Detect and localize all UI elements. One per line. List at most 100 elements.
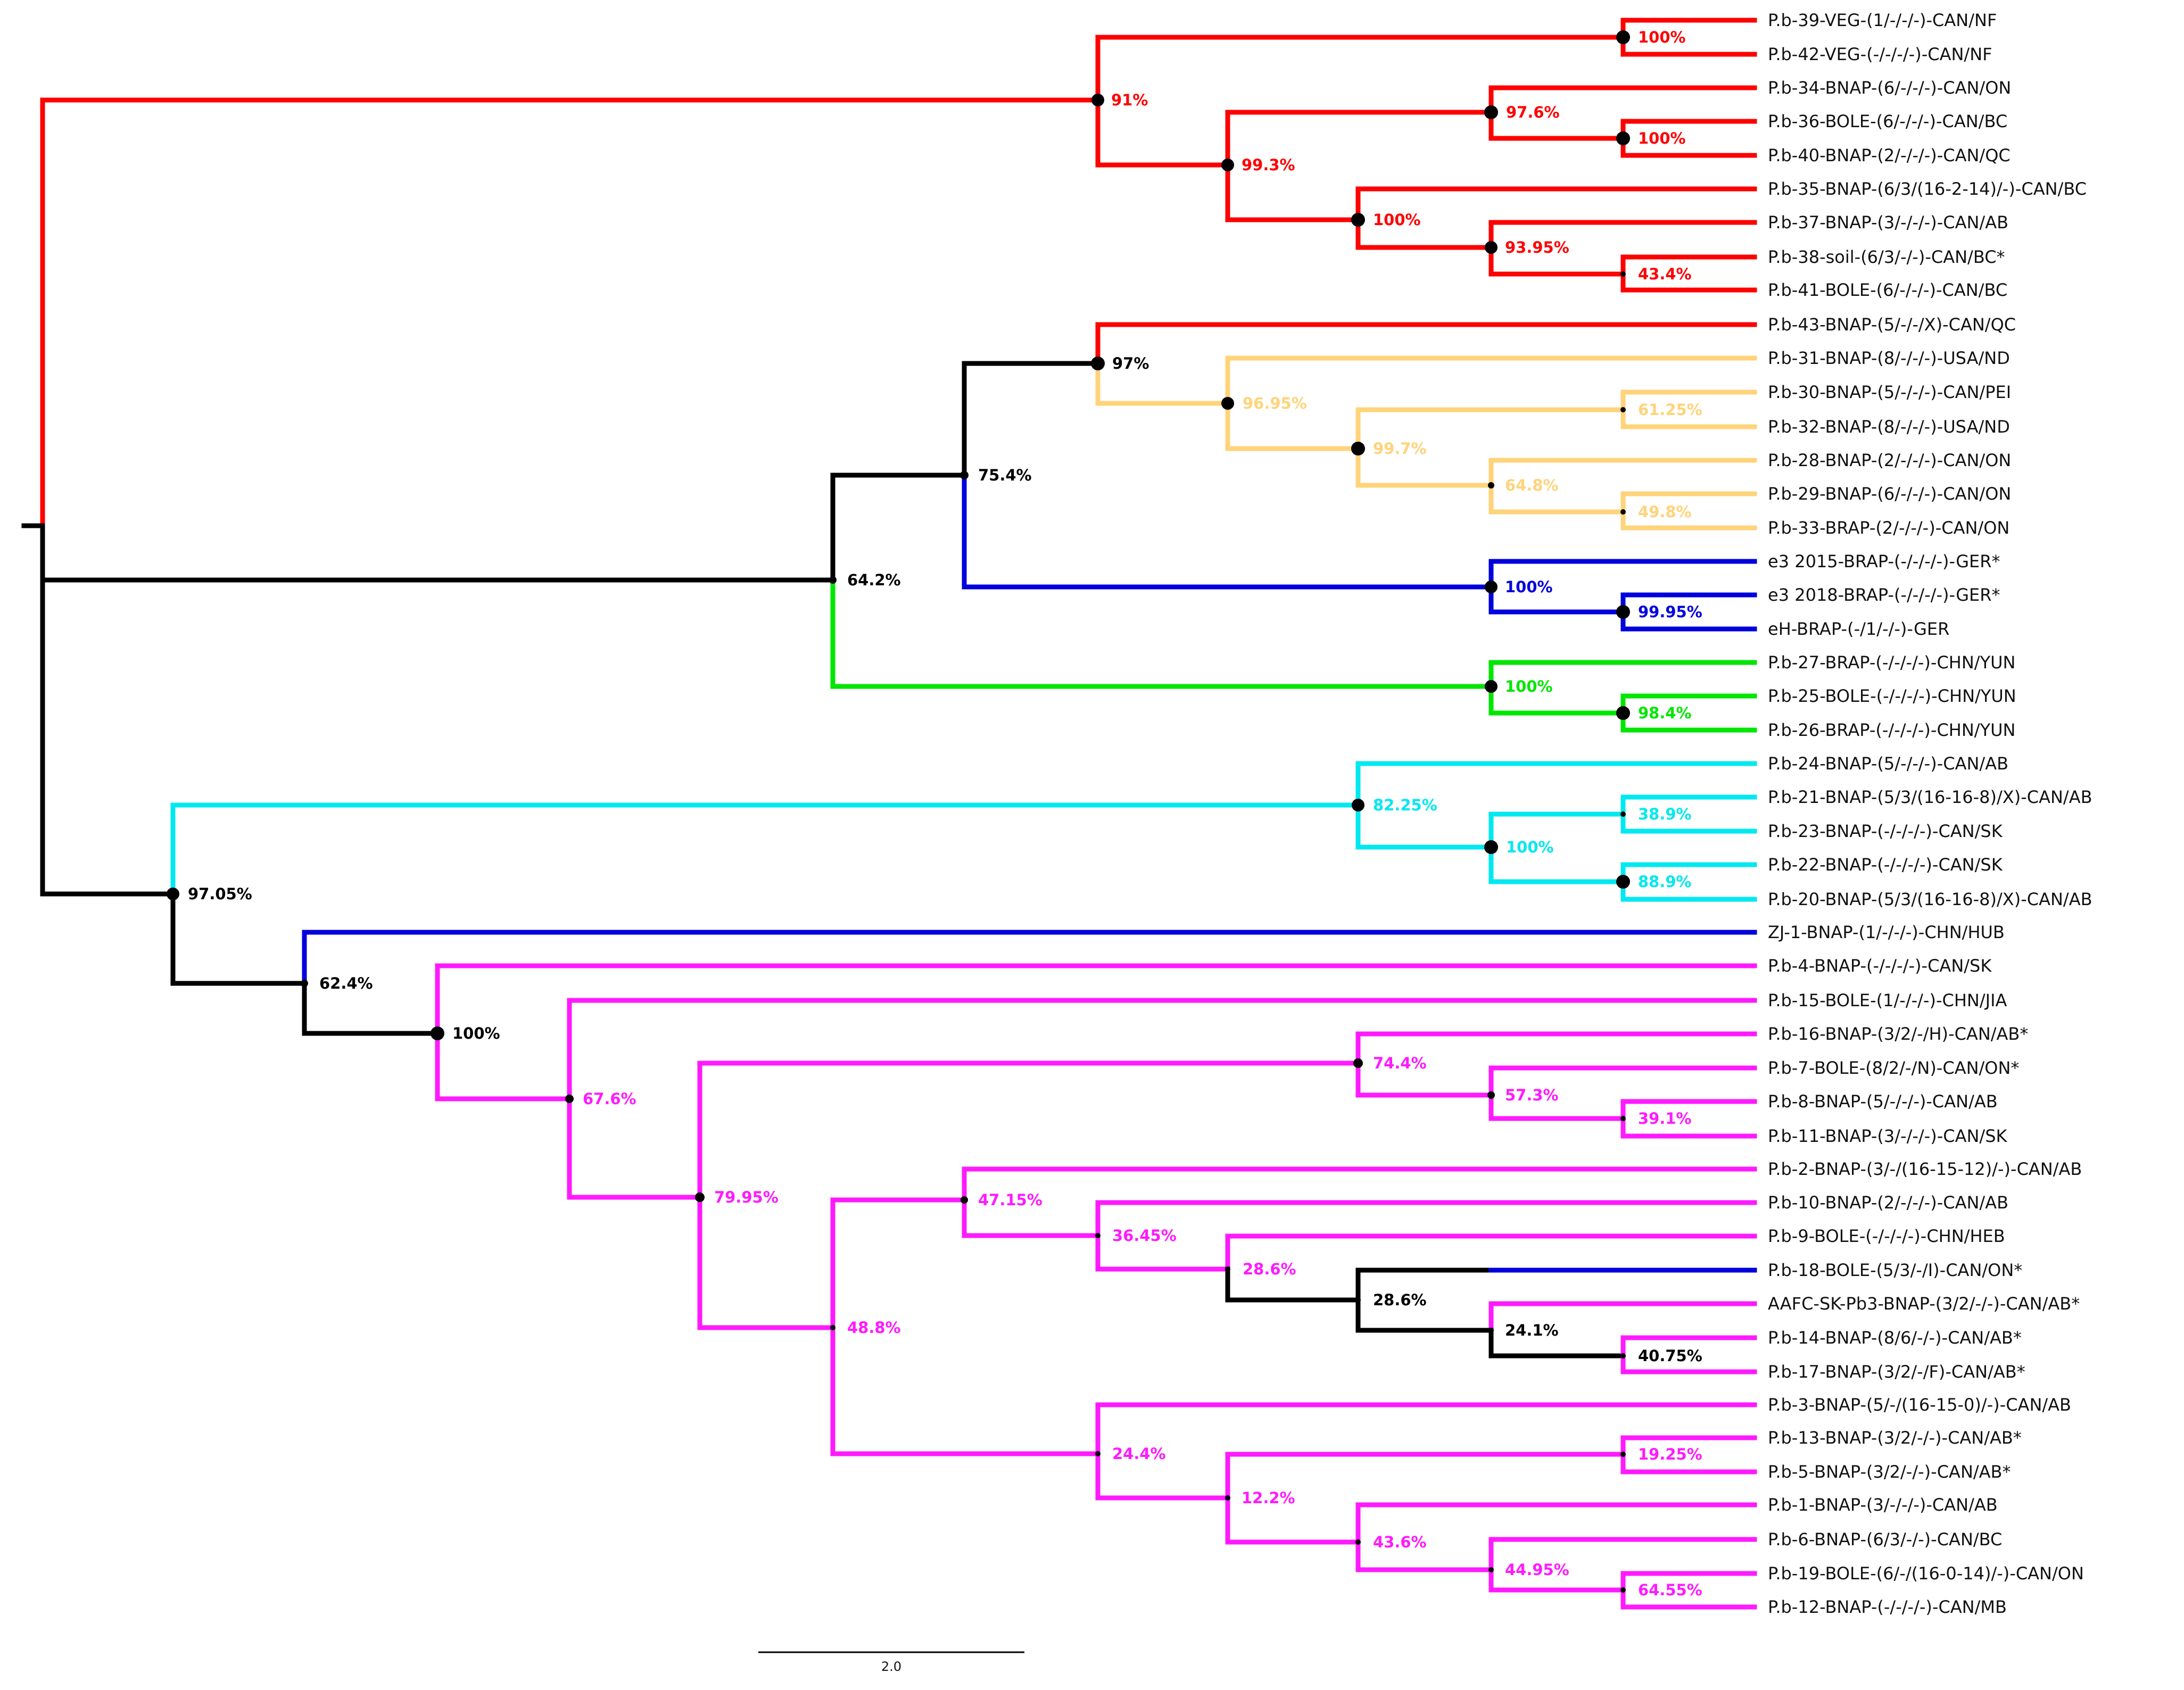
support-label: 99.3% — [1242, 156, 1295, 174]
support-label: 43.4% — [1638, 265, 1692, 283]
support-label: 100% — [452, 1024, 500, 1042]
branch — [1225, 1233, 1757, 1272]
leaf-label: P.b-24-BNAP-(5/-/-/-)-CAN/AB — [1768, 753, 2008, 774]
branch — [1488, 811, 1626, 850]
branch — [1095, 1451, 1230, 1501]
branch — [1095, 322, 1757, 366]
support-label: 43.6% — [1373, 1533, 1427, 1551]
branch — [1225, 162, 1361, 222]
branch — [40, 523, 176, 897]
support-label: 24.1% — [1505, 1321, 1559, 1339]
leaf-label: P.b-12-BNAP-(-/-/-/-)-CAN/MB — [1768, 1597, 2007, 1617]
branch — [1620, 1099, 1757, 1121]
node: 24.1% — [1488, 1321, 1559, 1339]
branch — [1620, 491, 1757, 515]
support-label: 67.6% — [583, 1090, 636, 1108]
branch — [830, 473, 967, 583]
branch — [1225, 1266, 1361, 1303]
support-label: 98.4% — [1638, 704, 1692, 722]
support-values: 100% 97.6% 100% 91% 99.3% 100% 93.95% 43… — [167, 28, 1702, 1599]
node: 97% — [1091, 354, 1149, 372]
support-label: 64.55% — [1638, 1581, 1702, 1599]
branch — [1355, 761, 1757, 808]
support-label: 49.8% — [1638, 503, 1692, 521]
support-label: 48.8% — [847, 1319, 901, 1337]
leaf-label: P.b-17-BNAP-(3/2/-/F)-CAN/AB* — [1768, 1362, 2025, 1382]
branch — [1355, 802, 1494, 850]
branch — [1488, 1567, 1626, 1593]
leaf-label: P.b-29-BNAP-(6/-/-/-)-CAN/ON — [1768, 484, 2011, 504]
support-label: 91% — [1111, 91, 1148, 109]
branch — [962, 1197, 1101, 1238]
branch — [962, 473, 1494, 590]
node: 43.6% — [1355, 1533, 1427, 1551]
leaf-label: P.b-39-VEG-(1/-/-/-)-CAN/NF — [1768, 10, 1997, 30]
branch — [1225, 401, 1361, 451]
support-label: 38.9% — [1638, 805, 1692, 823]
leaf-label: P.b-32-BNAP-(8/-/-/-)-USA/ND — [1768, 417, 2010, 437]
leaf-label: P.b-25-BOLE-(-/-/-/-)-CHN/YUN — [1768, 686, 2016, 706]
leaf-label: P.b-34-BNAP-(6/-/-/-)-CAN/ON — [1768, 78, 2011, 98]
branch — [1620, 1587, 1757, 1610]
branch — [1225, 1495, 1361, 1545]
branch — [1355, 1061, 1494, 1098]
branch — [697, 1061, 1361, 1200]
node: 100% — [1616, 129, 1686, 147]
branch — [170, 891, 307, 986]
branch — [1620, 1335, 1757, 1358]
leaf-label: P.b-20-BNAP-(5/3/(16-16-8)/X)-CAN/AB — [1768, 889, 2092, 909]
branch — [1620, 811, 1757, 834]
support-label: 44.95% — [1505, 1561, 1569, 1579]
branch — [1225, 110, 1494, 168]
branch — [1488, 110, 1626, 141]
leaf-label: P.b-19-BOLE-(6/-/(16-0-14)/-)-CAN/ON — [1768, 1563, 2084, 1584]
leaf-label: P.b-40-BNAP-(2/-/-/-)-CAN/QC — [1768, 145, 2011, 165]
leaf-label: P.b-27-BRAP-(-/-/-/-)-CHN/YUN — [1768, 652, 2015, 673]
branch — [1488, 458, 1757, 488]
branch — [697, 1195, 835, 1330]
branch — [1355, 1539, 1494, 1572]
support-label: 19.25% — [1638, 1445, 1702, 1463]
branch — [1355, 1267, 1494, 1303]
branch — [1620, 254, 1757, 277]
node: 82.25% — [1352, 796, 1437, 814]
leaf-label: P.b-3-BNAP-(5/-/(16-15-0)/-)-CAN/AB — [1768, 1395, 2071, 1415]
leaf-label: P.b-21-BNAP-(5/3/(16-16-8)/X)-CAN/AB — [1768, 787, 2092, 807]
node: 28.6% — [1355, 1291, 1427, 1309]
support-label: 100% — [1505, 677, 1553, 695]
support-label: 61.25% — [1638, 401, 1702, 419]
branch — [1488, 684, 1626, 716]
branch — [1620, 407, 1757, 429]
node: 40.75% — [1620, 1347, 1702, 1365]
leaf-label: e3 2018-BRAP-(-/-/-/-)-GER* — [1768, 585, 2000, 605]
branch — [1355, 407, 1626, 451]
node: 57.3% — [1487, 1086, 1559, 1104]
leaf-label: P.b-23-BNAP-(-/-/-/-)-CAN/SK — [1768, 821, 2003, 841]
branch — [1488, 1537, 1757, 1572]
node: 100% — [1485, 578, 1553, 596]
branch — [1620, 1353, 1757, 1374]
leaf-label: ZJ-1-BNAP-(1/-/-/-)-CHN/HUB — [1768, 922, 2005, 942]
support-label: 28.6% — [1373, 1291, 1427, 1309]
node: 100% — [1616, 28, 1686, 46]
support-label: 97.6% — [1506, 103, 1560, 121]
scale-bar-label: 2.0 — [881, 1659, 901, 1674]
support-label: 100% — [1373, 211, 1421, 229]
node: 79.95% — [695, 1188, 779, 1206]
leaf-label: P.b-18-BOLE-(5/3/-/I)-CAN/ON* — [1768, 1260, 2022, 1280]
node: 98.4% — [1616, 704, 1692, 722]
support-label: 99.7% — [1373, 440, 1427, 458]
branch — [1095, 361, 1230, 406]
support-label: 75.4% — [978, 466, 1032, 484]
support-label: 97% — [1112, 354, 1149, 372]
support-label: 36.45% — [1112, 1227, 1177, 1245]
leaf-label: P.b-35-BNAP-(6/3/(16-2-14)/-)-CAN/BC — [1768, 179, 2087, 199]
support-label: 39.1% — [1638, 1109, 1692, 1128]
support-label: 57.3% — [1505, 1086, 1559, 1104]
node: 49.8% — [1620, 503, 1692, 521]
support-label: 100% — [1638, 129, 1686, 147]
branch — [1620, 1435, 1757, 1457]
branch — [1355, 1502, 1757, 1545]
branch — [1355, 186, 1757, 222]
node: 36.45% — [1095, 1227, 1177, 1245]
